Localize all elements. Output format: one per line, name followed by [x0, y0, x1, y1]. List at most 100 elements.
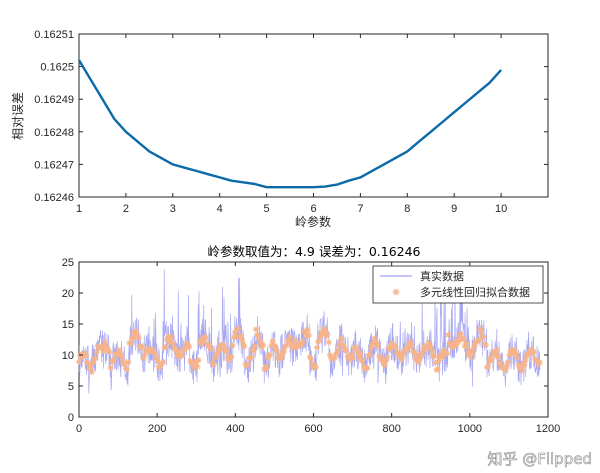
fit-marker-stroke	[252, 343, 258, 349]
fit-marker-stroke	[537, 359, 543, 365]
fit-marker-stroke	[224, 349, 230, 355]
fit-marker-stroke	[170, 341, 176, 347]
fit-data-point	[495, 353, 502, 360]
bottom-x-tick-label: 200	[148, 423, 166, 435]
fit-data-point	[127, 340, 134, 347]
fit-data-point	[460, 335, 467, 342]
fit-marker-stroke	[287, 334, 293, 340]
fit-data-point	[528, 346, 535, 353]
fit-marker-stroke	[431, 354, 437, 360]
fit-marker-stroke	[519, 367, 525, 373]
top-y-tick-label: 0.16246	[34, 192, 74, 204]
fit-data-point	[392, 344, 399, 351]
ridge-error-line	[77, 59, 502, 189]
fit-data-point	[229, 342, 236, 349]
fit-marker-stroke	[427, 342, 433, 348]
fit-data-point	[125, 359, 132, 366]
top-series	[77, 59, 502, 189]
fit-marker-stroke	[326, 339, 332, 345]
top-x-tick-label: 1	[76, 203, 82, 215]
fit-data-point	[398, 356, 405, 363]
fit-marker-stroke	[374, 341, 380, 347]
fit-marker-stroke	[461, 335, 467, 341]
bottom-y-tick-label: 0	[68, 412, 74, 424]
fit-marker-stroke	[360, 357, 366, 363]
fit-marker-stroke	[111, 357, 117, 363]
fit-marker-stroke	[240, 341, 246, 347]
fit-data-point	[478, 328, 485, 335]
fit-data-point	[202, 334, 209, 341]
top-x-ticks: 1 2 3 4 5 6 7 8 9 10	[76, 34, 507, 215]
fit-data-point	[228, 353, 235, 360]
fit-marker-stroke	[489, 357, 495, 363]
fit-data-point	[299, 338, 306, 345]
fit-marker-stroke	[152, 350, 158, 356]
fit-data-point	[119, 356, 126, 363]
fit-marker-stroke	[300, 338, 306, 344]
fit-marker-stroke	[173, 348, 179, 354]
fit-marker-stroke	[513, 351, 519, 357]
bottom-x-tick-label: 1000	[458, 423, 482, 435]
fit-marker-stroke	[245, 362, 251, 368]
fit-marker-stroke	[361, 363, 367, 369]
top-axes-box	[78, 33, 549, 198]
fit-marker-stroke	[220, 341, 226, 347]
fit-marker-stroke	[85, 361, 91, 367]
fit-marker-stroke	[477, 326, 483, 332]
legend: 真实数据 多元线性回归拟合数据	[372, 265, 544, 304]
fit-data-point	[283, 342, 290, 349]
fit-marker-stroke	[136, 335, 142, 341]
fit-data-point	[408, 343, 415, 350]
fit-data-point	[250, 347, 257, 354]
fit-data-point	[382, 362, 389, 369]
fit-marker-stroke	[296, 340, 302, 346]
fit-marker-stroke	[122, 360, 128, 366]
fit-marker-stroke	[458, 331, 464, 337]
fit-marker-stroke	[417, 356, 423, 362]
fit-marker-stroke	[455, 336, 461, 342]
fit-data-point	[488, 357, 495, 364]
top-x-tick-label: 4	[217, 203, 223, 215]
fit-marker-stroke	[353, 344, 359, 350]
fit-marker-stroke	[319, 329, 325, 335]
fit-data-point	[324, 331, 331, 338]
fit-data-point	[253, 326, 260, 333]
fit-data-point	[522, 357, 529, 364]
fit-marker-stroke	[163, 344, 169, 350]
top-y-axis-label: 相对误差	[11, 92, 25, 140]
fit-marker-stroke	[408, 339, 414, 345]
fit-marker-stroke	[357, 351, 363, 357]
fit-marker-stroke	[94, 349, 100, 355]
fit-marker-stroke	[288, 341, 294, 347]
top-y-tick-label: 0.16251	[34, 29, 74, 41]
fit-marker-stroke	[125, 359, 131, 365]
fit-marker-stroke	[166, 339, 172, 345]
legend-fit-label: 多元线性回归拟合数据	[420, 285, 530, 299]
fit-data-point	[87, 364, 94, 371]
fit-marker-stroke	[428, 345, 434, 351]
top-x-tick-label: 7	[357, 203, 363, 215]
fit-data-point	[168, 335, 175, 342]
fit-data-point	[514, 355, 521, 362]
fit-data-point	[216, 347, 223, 354]
fit-marker-stroke	[102, 340, 108, 346]
fit-marker-stroke	[435, 366, 441, 372]
fit-data-point	[281, 347, 288, 354]
fit-marker-stroke	[179, 352, 185, 358]
fit-marker-stroke	[257, 337, 263, 343]
fit-marker-stroke	[516, 362, 522, 368]
fit-data-point	[208, 346, 215, 353]
fit-data-point	[417, 355, 424, 362]
fit-marker-stroke	[316, 337, 322, 343]
fit-data-point	[244, 361, 251, 368]
fit-marker-stroke	[253, 326, 259, 332]
fit-marker-stroke	[135, 332, 141, 338]
top-y-tick-label: 0.16247	[34, 159, 74, 171]
fit-marker-stroke	[429, 348, 435, 354]
fit-data-point	[357, 350, 364, 357]
top-x-tick-label: 8	[404, 203, 410, 215]
fit-marker-stroke	[305, 327, 311, 333]
fit-marker-stroke	[306, 332, 312, 338]
fit-data-point	[93, 349, 100, 356]
fit-data-point	[407, 338, 414, 345]
